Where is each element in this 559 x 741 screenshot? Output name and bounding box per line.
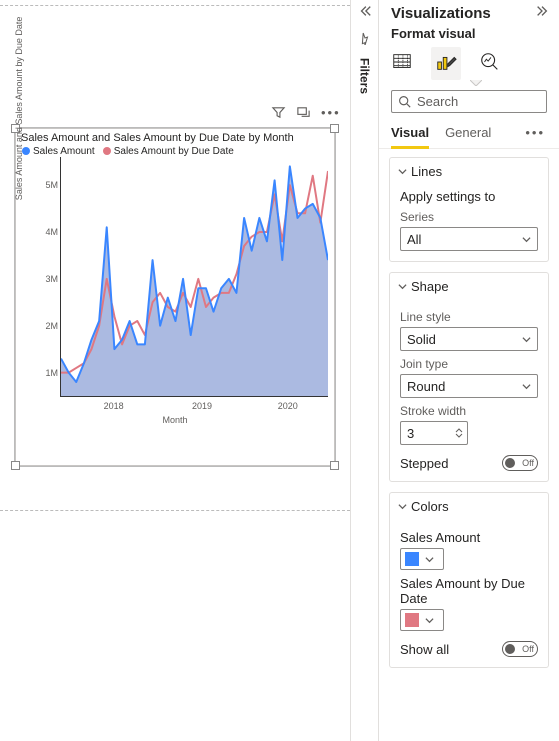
format-cards-scroll[interactable]: Lines Apply settings to Series All Shape… <box>379 149 559 741</box>
series2-color-picker[interactable] <box>400 609 444 631</box>
filters-label[interactable]: Filters <box>358 58 372 94</box>
build-visual-icon[interactable] <box>391 51 413 76</box>
report-canvas[interactable]: ••• Sales Amount and Sales Amount by Due… <box>0 0 351 741</box>
card-header[interactable]: Colors <box>390 493 548 520</box>
legend-item[interactable]: Sales Amount <box>22 146 95 157</box>
legend-label: Sales Amount <box>33 146 95 157</box>
chevron-down-icon <box>398 167 407 176</box>
plot[interactable] <box>60 157 328 397</box>
stroke-width-input[interactable]: 3 <box>400 421 468 445</box>
focus-mode-icon[interactable] <box>296 105 311 123</box>
tab-more-icon[interactable]: ••• <box>525 121 547 148</box>
select-value: Round <box>407 379 445 394</box>
chevron-down-icon <box>522 235 531 244</box>
toggle-state: Off <box>522 458 534 468</box>
join-type-label: Join type <box>400 357 538 371</box>
stepped-toggle[interactable]: Off <box>502 455 538 471</box>
card-colors: Colors Sales Amount Sales Amount by Due … <box>389 492 549 668</box>
chart-plot-area: Sales Amount and Sales Amount by Due Dat… <box>16 157 334 427</box>
bookmark-icon[interactable] <box>358 31 372 48</box>
line-style-select[interactable]: Solid <box>400 327 538 351</box>
chevron-down-icon <box>522 335 531 344</box>
spin-down-icon[interactable] <box>455 433 463 439</box>
pane-subtitle: Format visual <box>379 26 559 45</box>
format-search-input[interactable]: Search <box>391 90 547 113</box>
card-title: Colors <box>411 499 449 514</box>
y-axis-labels: 1M2M3M4M5M <box>36 157 58 397</box>
line-style-label: Line style <box>400 310 538 324</box>
collapse-left-icon[interactable] <box>358 4 372 21</box>
page-boundary-bottom <box>0 510 350 511</box>
chevron-down-icon <box>398 502 407 511</box>
input-value: 3 <box>407 426 414 441</box>
chevron-down-icon <box>398 282 407 291</box>
chart-title: Sales Amount and Sales Amount by Due Dat… <box>16 129 334 144</box>
card-lines: Lines Apply settings to Series All <box>389 157 549 262</box>
x-axis-title: Month <box>16 415 334 425</box>
format-tabs: Visual General ••• <box>379 121 559 149</box>
join-type-select[interactable]: Round <box>400 374 538 398</box>
resize-handle[interactable] <box>330 124 339 133</box>
series-select[interactable]: All <box>400 227 538 251</box>
apply-settings-label: Apply settings to <box>400 189 538 204</box>
color-swatch <box>405 552 419 566</box>
series1-color-label: Sales Amount <box>400 530 538 545</box>
pane-title: Visualizations <box>391 5 491 22</box>
card-header[interactable]: Shape <box>390 273 548 300</box>
search-placeholder: Search <box>417 94 458 109</box>
y-axis-title: Sales Amount and Sales Amount by Due Dat… <box>14 17 24 201</box>
filters-rail: Filters <box>351 0 379 741</box>
card-shape: Shape Line style Solid Join type Round S… <box>389 272 549 482</box>
series2-color-label: Sales Amount by Due Date <box>400 576 538 606</box>
select-value: Solid <box>407 332 436 347</box>
resize-handle[interactable] <box>330 461 339 470</box>
card-header[interactable]: Lines <box>390 158 548 185</box>
stepped-label: Stepped <box>400 456 448 471</box>
chevron-down-icon <box>522 382 531 391</box>
show-all-label: Show all <box>400 642 449 657</box>
card-title: Lines <box>411 164 442 179</box>
color-swatch <box>405 613 419 627</box>
more-options-icon[interactable]: ••• <box>321 105 336 120</box>
toggle-state: Off <box>522 644 534 654</box>
chevron-down-icon <box>425 616 434 625</box>
show-all-toggle[interactable]: Off <box>502 641 538 657</box>
format-visual-icon[interactable] <box>431 47 461 80</box>
tab-visual[interactable]: Visual <box>391 121 429 149</box>
resize-handle[interactable] <box>11 461 20 470</box>
legend-label: Sales Amount by Due Date <box>114 146 234 157</box>
search-icon <box>398 95 411 108</box>
series-label: Series <box>400 210 538 224</box>
select-value: All <box>407 232 421 247</box>
card-title: Shape <box>411 279 449 294</box>
chart-legend: Sales Amount Sales Amount by Due Date <box>16 144 334 157</box>
legend-item[interactable]: Sales Amount by Due Date <box>103 146 234 157</box>
tab-general[interactable]: General <box>445 121 491 148</box>
filter-icon[interactable] <box>271 105 286 123</box>
chevron-down-icon <box>425 555 434 564</box>
analytics-icon[interactable] <box>479 51 501 76</box>
visual-container[interactable]: ••• Sales Amount and Sales Amount by Due… <box>15 128 335 466</box>
visualizations-pane: Visualizations Format visual <box>379 0 559 741</box>
series1-color-picker[interactable] <box>400 548 444 570</box>
page-boundary-top <box>0 5 350 6</box>
collapse-right-icon[interactable] <box>535 4 549 22</box>
visual-header-toolbar: ••• <box>271 105 336 123</box>
stroke-width-label: Stroke width <box>400 404 538 418</box>
